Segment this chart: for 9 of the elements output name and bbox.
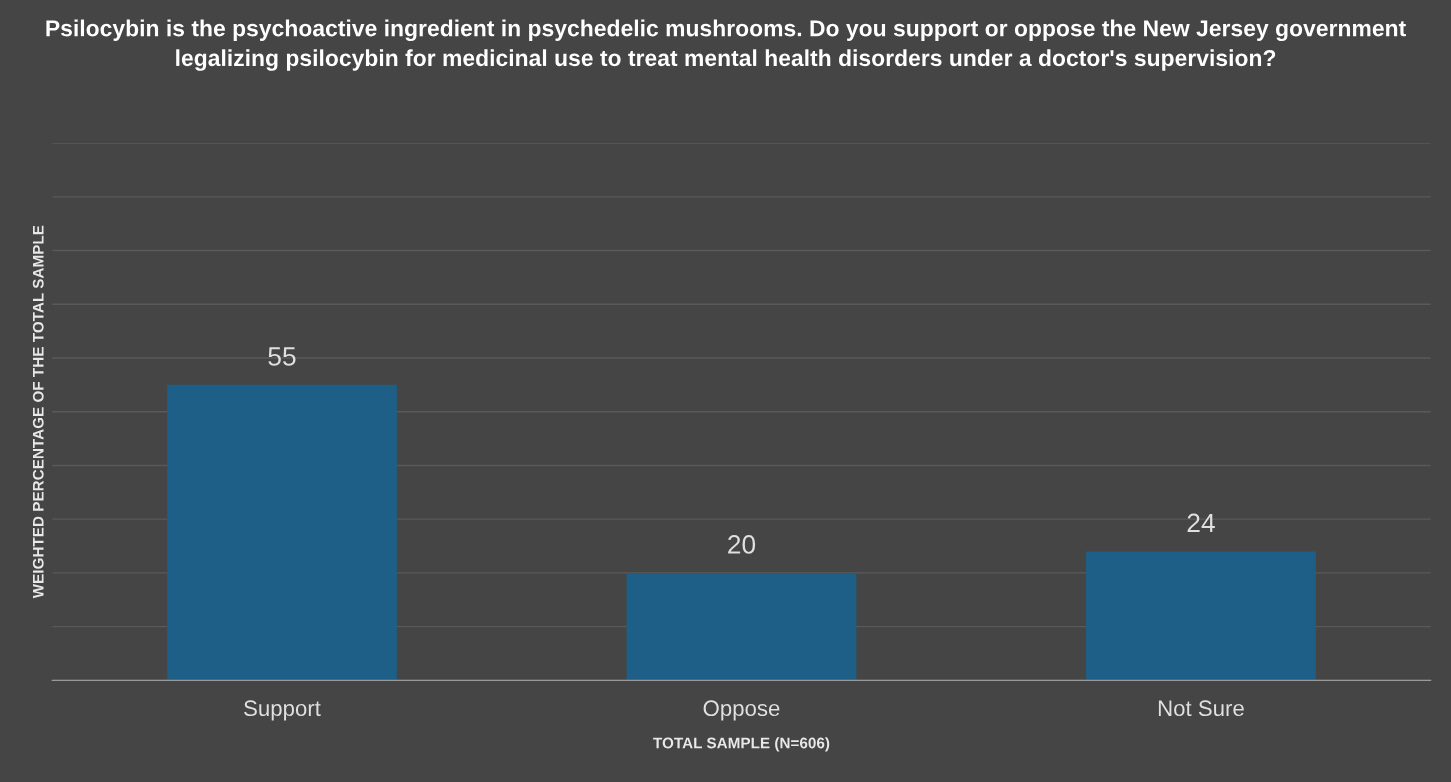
chart-title: Psilocybin is the psychoactive ingredient in psychedelic mushrooms. Do you support or oppose the New Jersey government legalizing psilocybin for medicinal use to treat mental health disorders under a doctor's supervision? (46, 19, 1406, 71)
y-axis-title: WEIGHTED PERCENTAGE OF THE TOTAL SAMPLE (32, 225, 44, 599)
x-tick-label: Oppose (703, 700, 780, 721)
x-tick-label: Not Sure (1158, 700, 1244, 717)
data-label: 20 (728, 535, 756, 554)
x-tick-label: Support (244, 700, 321, 721)
x-axis-title: TOTAL SAMPLE (N=606) (653, 737, 830, 752)
data-label: 55 (268, 347, 296, 366)
data-label: 24 (1187, 513, 1215, 533)
